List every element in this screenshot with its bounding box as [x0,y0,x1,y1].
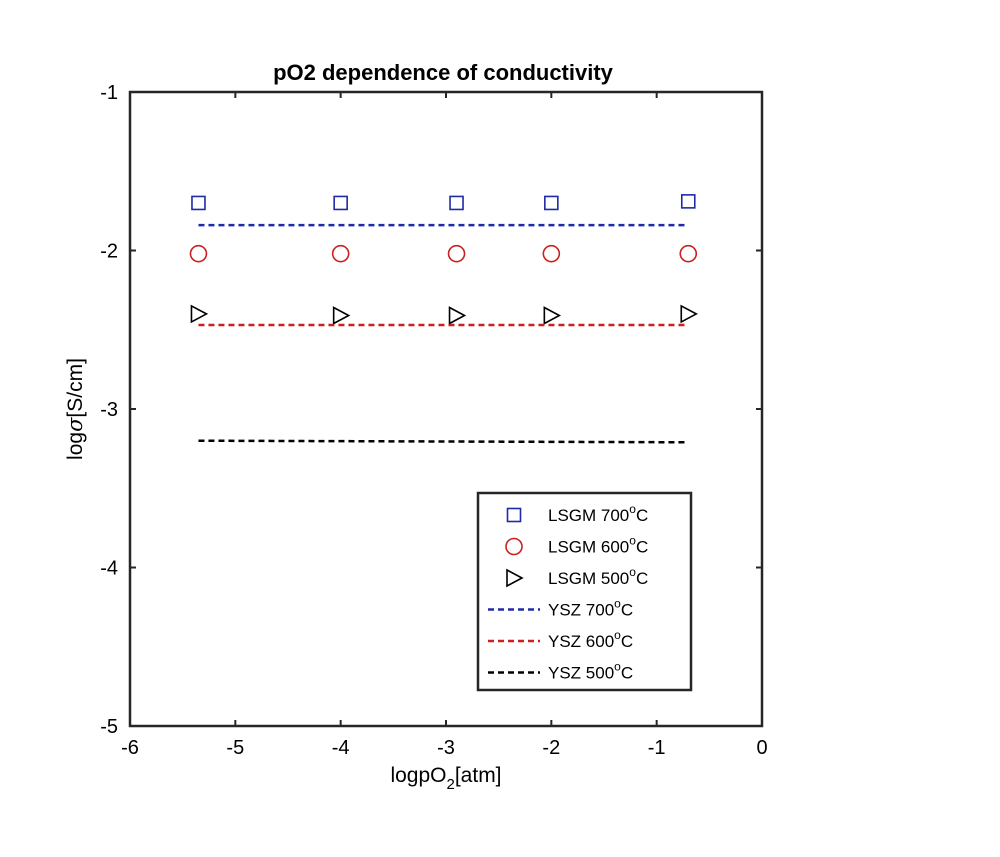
x-axis-label-sub: 2 [447,776,455,793]
legend-entry-base: LSGM 500 [548,569,629,588]
y-tick-label: -5 [100,716,118,738]
data-point [679,244,698,263]
data-point [448,306,467,325]
data-point [332,306,351,325]
legend-entry-sup: o [614,660,621,674]
data-point [189,244,208,263]
tick-labels: -6 -5 -4 -3 -2 -1 0-5-4-3-2-1 [100,82,767,759]
legend-entry-unit: C [621,664,633,683]
legend-entry-unit: C [636,569,648,588]
chart-title: pO2 dependence of conductivity [273,60,614,85]
y-tick-label: -3 [100,399,118,421]
y-tick-label: -2 [100,241,118,263]
data-point [680,194,696,209]
series-line [198,439,689,444]
series-lsgm-700-c [191,194,696,211]
legend-entry-label: LSGM 500oC [548,565,648,588]
y-tick-label: -4 [100,558,118,580]
legend-entry-label: LSGM 700oC [548,502,648,525]
legend-entry-sup: o [629,534,636,548]
legend-entry-label: YSZ 700oC [548,597,633,620]
legend-entry-base: LSGM 700 [548,506,629,525]
legend-entry-sup: o [629,502,636,516]
legend-entry-sup: o [614,597,621,611]
legend-entry-unit: C [636,538,648,557]
legend-box [476,491,693,692]
x-tick-label: 0 [756,737,767,759]
data-point [191,195,206,211]
x-axis-label: logpO2[atm] [390,764,501,793]
legend-marker-sample [506,507,522,523]
data-point [680,304,698,324]
x-axis-label-prefix: logpO [390,764,446,787]
data-point [542,244,561,263]
y-axis-label-symbol: σ [63,417,87,432]
legend-entry-base: YSZ 500 [548,664,614,683]
legend-marker-sample [505,537,523,556]
legend-entry-sup: o [629,565,636,579]
legend-entry-base: YSZ 600 [548,632,614,651]
data-point [449,195,464,211]
series-lsgm-600-c [189,244,698,263]
data-point [543,306,562,325]
x-tick-label: -3 [437,737,455,759]
legend-entry-base: YSZ 700 [548,601,614,620]
x-tick-label: -1 [648,737,666,759]
y-axis-label-suffix: [S/cm] [64,358,87,418]
data-point [331,244,350,263]
data-point [544,195,559,211]
legend-entry-label: LSGM 600oC [548,534,648,557]
y-axis-label: logσ[S/cm] [63,358,87,460]
x-tick-label: -4 [332,737,350,759]
legend-marker-sample [506,568,524,588]
data-point [333,195,348,211]
legend-entry-unit: C [621,632,633,651]
data-point [447,244,466,263]
y-tick-label: -1 [100,82,118,104]
series-ysz-500-c [198,439,689,444]
x-tick-label: -2 [542,737,560,759]
y-axis-label-prefix: log [64,432,87,460]
data-point [190,304,209,324]
legend-entry-label: YSZ 600oC [548,628,633,651]
series-lsgm-500-c [190,304,698,325]
x-tick-label: -5 [226,737,244,759]
legend-entry-sup: o [614,628,621,642]
x-tick-label: -6 [121,737,139,759]
x-axis-label-suffix: [atm] [455,764,502,787]
data-series [189,194,698,444]
legend-entry-base: LSGM 600 [548,538,629,557]
plot-frame [128,90,764,728]
legend-entry-unit: C [621,601,633,620]
legend-entry-unit: C [636,506,648,525]
legend-entry-label: YSZ 500oC [548,660,633,683]
